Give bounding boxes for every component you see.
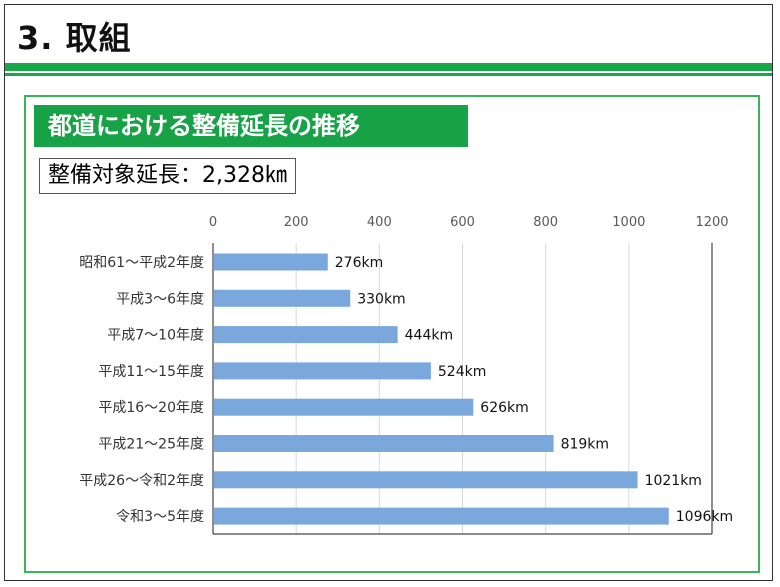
category-label: 平成7～10年度 (107, 328, 204, 344)
chart-data-labels: 276km 330km 444km 524km 626km 819km 1021km 1096… (335, 255, 733, 525)
category-label: 令和3～5年度 (116, 509, 204, 525)
total-length-label: 整備対象延長：2,328㎞ (39, 158, 296, 194)
bar (214, 398, 474, 416)
x-tick-label: 0 (209, 215, 217, 230)
x-tick-label: 600 (450, 215, 475, 230)
bar (214, 253, 328, 271)
chart-gridlines (295, 243, 630, 534)
category-label: 平成11～15年度 (98, 364, 204, 380)
data-label: 819km (561, 437, 609, 453)
chart-ticks: 0 200 400 600 800 1000 1200 (209, 215, 729, 230)
bar (214, 471, 638, 489)
bar (214, 326, 398, 344)
category-label: 昭和61～平成2年度 (79, 255, 204, 271)
category-label: 平成3～6年度 (116, 291, 204, 307)
x-tick-label: 200 (284, 215, 309, 230)
title-rule-thick (5, 63, 772, 71)
data-label: 626km (480, 400, 528, 416)
data-label: 330km (357, 291, 405, 307)
category-label: 平成16～20年度 (98, 400, 204, 416)
data-label: 524km (438, 364, 486, 380)
x-tick-label: 1000 (612, 215, 645, 230)
chart-categories: 昭和61～平成2年度平成3～6年度平成7～10年度平成11～15年度平成16～2… (79, 255, 204, 525)
data-label: 1021km (645, 473, 702, 489)
slide: 3. 取組 都道における整備延長の推移 整備対象延長：2,328㎞ (4, 4, 773, 581)
x-tick-label: 400 (367, 215, 392, 230)
bar (214, 289, 351, 307)
chart-bars (214, 253, 669, 525)
data-label: 1096km (676, 509, 733, 525)
x-tick-label: 1200 (695, 215, 728, 230)
section-title: 都道における整備延長の推移 (34, 105, 468, 147)
bar (214, 507, 669, 525)
bar (214, 362, 431, 380)
slide-title: 3. 取組 (17, 19, 132, 57)
title-rule-thin (5, 73, 772, 76)
category-label: 平成26～令和2年度 (79, 473, 204, 489)
x-tick-label: 800 (533, 215, 558, 230)
bar (214, 435, 554, 452)
chart-axes (212, 243, 713, 535)
data-label: 444km (405, 328, 453, 344)
content-panel: 都道における整備延長の推移 整備対象延長：2,328㎞ (24, 95, 760, 573)
category-label: 平成21～25年度 (98, 437, 204, 453)
data-label: 276km (335, 255, 383, 271)
